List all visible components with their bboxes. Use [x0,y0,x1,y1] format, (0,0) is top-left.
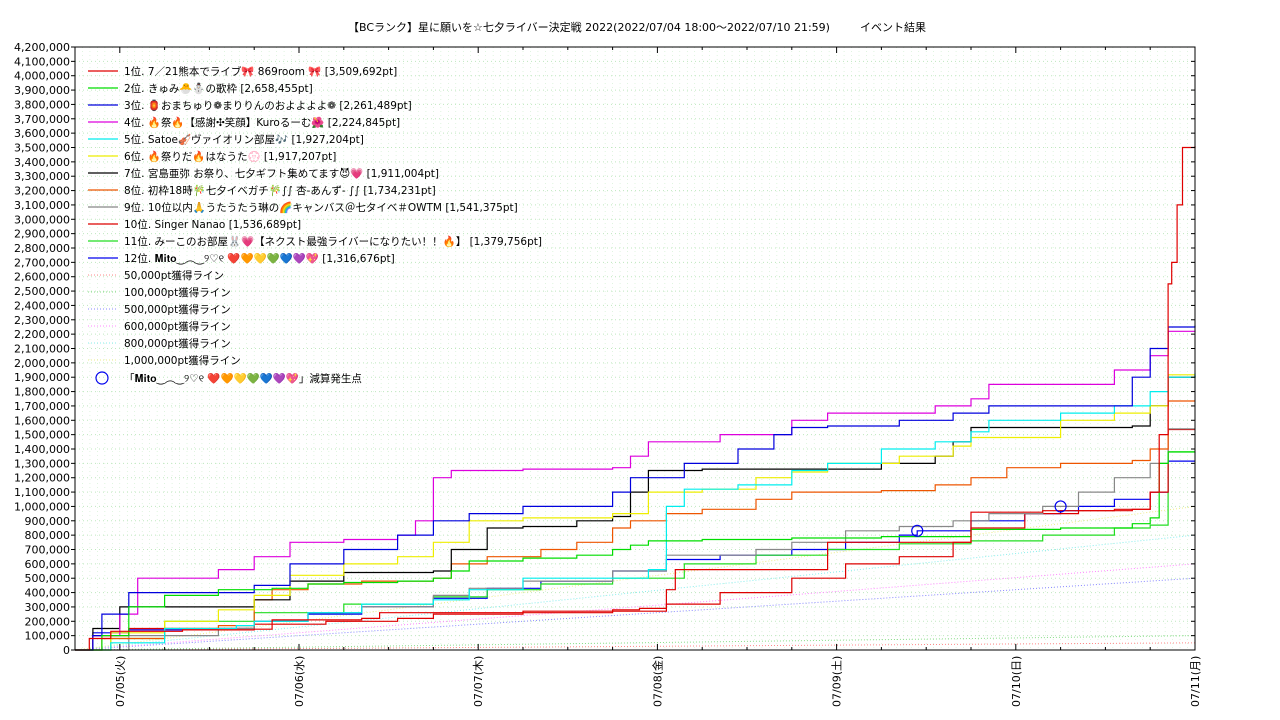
deduction-markers [911,500,1067,537]
series-line [75,374,1195,651]
y-tick-label: 400,000 [25,587,71,600]
y-tick-label: 600,000 [25,558,71,571]
y-tick-label: 900,000 [25,515,71,528]
reference-line [74,577,1196,651]
reference-line [74,642,1196,651]
legend-label: 6位. 🔥祭りだ🔥はなうた💮 [1,917,207pt] [124,150,336,163]
y-tick-label: 2,000,000 [14,357,70,370]
reference-line [74,635,1196,651]
y-tick-label: 200,000 [25,615,71,628]
y-tick-label: 3,600,000 [14,127,70,140]
y-tick-label: 0 [63,644,70,657]
chart-subtitle: イベント結果 [860,21,926,34]
y-tick-label: 1,700,000 [14,400,70,413]
series-line [75,146,1196,651]
legend-label: 1位. 7／21熊本でライブ🎀 869room 🎀 [3,509,692pt] [124,65,397,78]
y-axis: 0100,000200,000300,000400,000500,000600,… [14,41,1195,657]
legend-label: 9位. 10位以内🙏うたうたう琳の🌈キャンバス＠七タイベ＃OWTM [1,541… [124,201,518,214]
legend-label: 1,000,000pt獲得ライン [124,354,241,367]
y-tick-label: 2,900,000 [14,228,70,241]
deduction-marker [1054,500,1067,513]
y-tick-label: 2,300,000 [14,314,70,327]
legend-label: 11位. みーこのお部屋🐰💗【ネクスト最強ライバーになりたい！！🔥】 [1,37… [124,235,542,248]
y-tick-label: 3,700,000 [14,113,70,126]
y-tick-label: 1,600,000 [14,414,70,427]
series-line [75,451,1195,651]
y-tick-label: 4,000,000 [14,70,70,83]
y-tick-label: 1,400,000 [14,443,70,456]
x-tick-label: 07/07(木) [472,656,485,707]
legend-label: 500,000pt獲得ライン [124,303,231,316]
y-tick-label: 3,900,000 [14,84,70,97]
legend-label: 10位. Singer Nanao [1,536,689pt] [124,218,301,231]
y-tick-label: 4,100,000 [14,55,70,68]
x-tick-label: 07/09(土) [831,656,844,707]
y-tick-label: 1,300,000 [14,457,70,470]
y-tick-label: 3,000,000 [14,213,70,226]
y-tick-label: 2,100,000 [14,343,70,356]
y-tick-label: 4,200,000 [14,41,70,54]
x-tick-label: 07/06(水) [293,656,306,707]
y-tick-label: 3,200,000 [14,185,70,198]
y-tick-label: 700,000 [25,544,71,557]
y-tick-label: 1,000,000 [14,500,70,513]
y-tick-label: 1,900,000 [14,371,70,384]
y-tick-label: 3,400,000 [14,156,70,169]
legend-label: 800,000pt獲得ライン [124,337,231,350]
legend-label: 600,000pt獲得ライン [124,320,231,333]
legend-label: 4位. 🔥祭🔥【感謝✣笑顔】Kuroるーむ🌺 [2,224,845pt] [124,116,400,129]
x-tick-label: 07/05(火) [114,656,127,707]
y-tick-label: 3,500,000 [14,142,70,155]
y-tick-label: 3,800,000 [14,98,70,111]
y-tick-label: 100,000 [25,630,71,643]
legend-marker [95,371,109,385]
y-tick-label: 2,200,000 [14,328,70,341]
series-line [75,375,1196,651]
series-line [75,373,1196,651]
y-tick-label: 1,100,000 [14,486,70,499]
grid [74,46,1195,650]
y-tick-label: 2,400,000 [14,299,70,312]
legend-label: 3位. 🏮おまちゅり❁まりりんのおよよよよ❁ [2,261,489pt] [124,99,412,112]
y-tick-label: 2,500,000 [14,285,70,298]
y-tick-label: 500,000 [25,572,71,585]
y-tick-label: 1,200,000 [14,472,70,485]
deduction-marker [911,524,924,537]
chart-title: 【BCランク】星に願いを☆七夕ライバー決定戦 2022(2022/07/04 1… [348,21,830,34]
legend-label: 2位. きゅみ🐣⛄の歌枠 [2,658,455pt] [124,82,313,95]
y-tick-label: 800,000 [25,529,71,542]
y-tick-label: 3,100,000 [14,199,70,212]
y-tick-label: 1,500,000 [14,429,70,442]
y-tick-label: 2,700,000 [14,256,70,269]
y-tick-label: 300,000 [25,601,71,614]
legend-label: 100,000pt獲得ライン [124,286,231,299]
y-tick-label: 3,300,000 [14,170,70,183]
x-tick-label: 07/08(金) [650,656,664,707]
reference-line [74,563,1196,651]
y-tick-label: 2,600,000 [14,271,70,284]
series-line [75,330,1196,651]
legend-label: 12位. 𝐌𝐢𝐭𝐨‿︵‿୨♡୧ ❤️🧡💛💚💙💜💖 [1,316,676pt] [124,252,395,265]
series-lines [75,146,1196,651]
legend-label: 「𝐌𝐢𝐭𝐨‿︵‿୨♡୧ ❤️🧡💛💚💙💜💖」減算発生点 [124,372,362,385]
x-axis: 07/05(火) 07/06(水) 07/07(木) 07/08(金) 07/09(土)… [74,47,1202,707]
legend-label: 8位. 初枠18時🎋七夕イベガチ🎋∫∫ 杏-あんず- ∫∫ [1,734,231… [124,184,436,197]
legend: 1位. 7／21熊本でライブ🎀 869room 🎀 [3,509,692pt] 2… [88,65,542,385]
x-tick-label: 07/10(日) [1010,656,1023,707]
x-tick-label: 07/11(月) [1189,656,1202,707]
legend-label: 7位. 宮島亜弥 お祭り、七夕ギフト集めてます😈💗 [1,911,004pt] [124,167,439,180]
y-tick-label: 1,800,000 [14,386,70,399]
y-tick-label: 2,800,000 [14,242,70,255]
legend-label: 50,000pt獲得ライン [124,269,224,282]
legend-label: 5位. Satoe🎻ヴァイオリン部屋🎶 [1,927,204pt] [124,133,364,146]
